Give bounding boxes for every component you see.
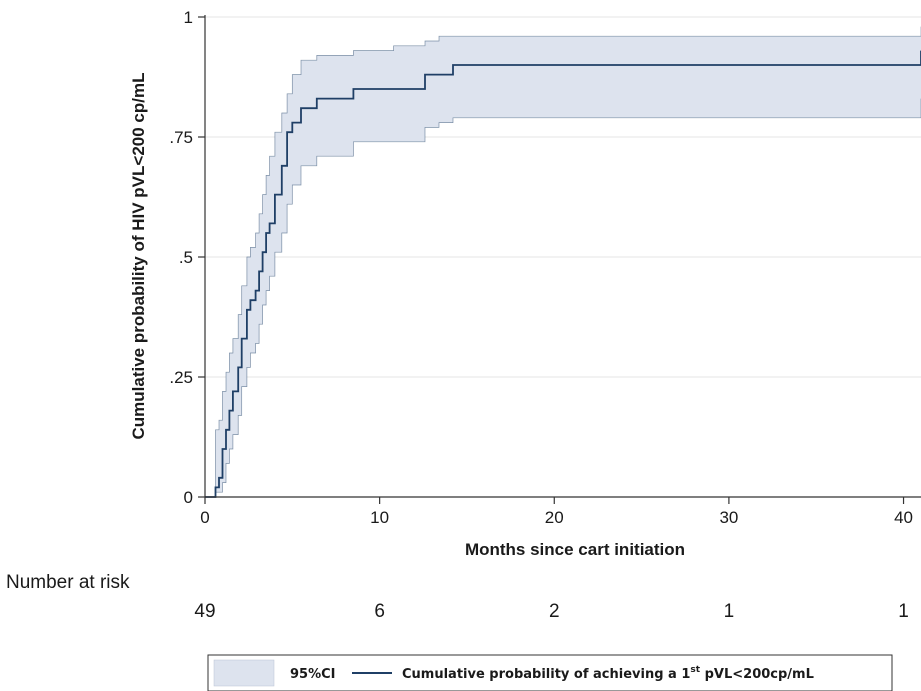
legend: 95%CI Cumulative probability of achievin…: [207, 654, 893, 691]
x-tick-label: 30: [719, 508, 738, 527]
risk-value: 49: [194, 601, 215, 622]
x-tick-label: 20: [545, 508, 564, 527]
x-tick-label: 0: [200, 508, 209, 527]
ci-band: [205, 26, 921, 497]
number-at-risk-label: Number at risk: [6, 572, 130, 593]
legend-ci-label: 95%CI: [290, 667, 336, 682]
risk-table: 49 6 2 1 1: [194, 601, 908, 622]
y-axis-title: Cumulative probability of HIV pVL<200 cp…: [129, 73, 148, 440]
legend-ci-swatch: [213, 659, 275, 687]
ci-lower-bound: [205, 98, 921, 498]
x-axis-title: Months since cart initiation: [465, 540, 685, 559]
x-tick-label: 40: [894, 508, 913, 527]
y-tick-label: 1: [184, 8, 193, 27]
y-tick-label: .75: [169, 128, 193, 147]
legend-line-label: Cumulative probability of achieving a 1s…: [402, 665, 814, 682]
risk-value: 2: [549, 601, 560, 622]
risk-value: 1: [898, 601, 909, 622]
y-tick-label: .25: [169, 368, 193, 387]
ci-upper-bound: [205, 26, 921, 498]
km-curve: [205, 50, 921, 498]
km-curve-layer: [205, 50, 921, 498]
y-tick-label: 0: [184, 488, 193, 507]
risk-value: 6: [374, 601, 385, 622]
x-tick-label: 10: [370, 508, 389, 527]
risk-value: 1: [724, 601, 735, 622]
y-tick-label: .5: [179, 248, 193, 267]
ci-band-layer: [205, 26, 921, 498]
legend-box: [207, 654, 893, 691]
